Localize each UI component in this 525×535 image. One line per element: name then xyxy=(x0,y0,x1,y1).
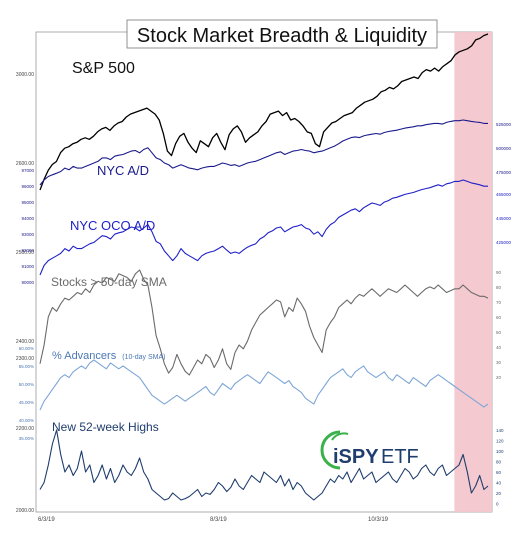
left-small-tick-label: 91000 xyxy=(21,264,34,269)
right-axis-tick-label: 30 xyxy=(496,360,502,365)
x-axis: 6/3/19 8/3/19 10/3/19 xyxy=(38,517,389,523)
left-small-tick-label: 94000 xyxy=(21,216,34,221)
series-label-pct-adv-main: % Advancers xyxy=(52,350,117,362)
series-line-4 xyxy=(39,359,489,411)
right-axis-tick-label: 120 xyxy=(496,439,504,444)
logo-text-primary: iSPY xyxy=(333,446,379,468)
series-line-1 xyxy=(39,119,488,186)
series-line-0 xyxy=(39,33,489,191)
logo-swoosh-icon xyxy=(320,430,341,470)
logo-text-secondary: ETF xyxy=(381,446,419,468)
right-axis-tick-label: 425000 xyxy=(496,240,512,245)
left-axis-tick-label: 2200.00 xyxy=(16,426,34,432)
right-axis-tick-label: 525000 xyxy=(496,122,512,127)
left-small-tick-label: 96000 xyxy=(21,184,34,189)
x-axis-tick-label: 10/3/19 xyxy=(368,517,389,523)
left-small-tick-label: 60.00% xyxy=(19,346,34,351)
left-axis-tick-label: 2000.00 xyxy=(16,508,34,514)
left-axis-tick-label: 2300.00 xyxy=(16,356,34,362)
ispyetf-logo: iSPY ETF xyxy=(320,430,419,470)
series-layer xyxy=(39,33,489,501)
highlight-region xyxy=(454,32,492,512)
left-axis-tick-label: 2600.00 xyxy=(16,161,34,167)
right-axis-tick-label: 500000 xyxy=(496,146,512,151)
series-label-sma50: Stocks > 50-day SMA xyxy=(51,275,167,289)
right-axis-tick-label: 70 xyxy=(496,300,502,305)
right-axis-tick-label: 90 xyxy=(496,270,502,275)
plot-frame xyxy=(35,31,493,513)
x-axis-tick-label: 8/3/19 xyxy=(210,517,227,523)
right-axis-tick-label: 40 xyxy=(496,481,502,486)
title-box xyxy=(126,19,438,49)
right-axis-tick-label: 475000 xyxy=(496,170,512,175)
left-small-axis: 97000 96000 95000 94000 93000 92000 91000 90000… xyxy=(19,168,35,441)
series-line-3 xyxy=(39,269,489,376)
series-label-pct-adv-suffix: (10-day SMA) xyxy=(122,354,165,361)
right-axis-tick-label: 80 xyxy=(496,285,502,290)
right-axis-tick-label: 40 xyxy=(496,345,502,350)
right-axis-tick-label: 20 xyxy=(496,375,502,380)
left-axis-tick-label: 3000.00 xyxy=(16,72,34,78)
left-small-tick-label: 45.00% xyxy=(19,400,34,405)
right-axis-tick-label: 60 xyxy=(496,315,502,320)
right-axis-tick-label: 100 xyxy=(496,449,504,454)
right-axis-tick-label: 50 xyxy=(496,330,502,335)
series-label-nyc-oco: NYC OCO A/D xyxy=(70,218,155,233)
left-small-tick-label: 93000 xyxy=(21,232,34,237)
logo-wave-icon xyxy=(331,432,349,441)
left-small-tick-label: 55.00% xyxy=(19,364,34,369)
left-small-tick-label: 92000 xyxy=(21,248,34,253)
right-axis-tick-label: 140 xyxy=(496,428,504,433)
right-axis-tick-label: 80 xyxy=(496,460,502,465)
left-small-tick-label: 90000 xyxy=(21,280,34,285)
right-axis-tick-label: 445000 xyxy=(496,216,512,221)
x-axis-tick-label: 6/3/19 xyxy=(38,517,55,523)
right-axis-tick-label: 60 xyxy=(496,470,502,475)
left-small-tick-label: 95000 xyxy=(21,200,34,205)
left-small-tick-label: 40.00% xyxy=(19,418,34,423)
right-axis-tick-label: 0 xyxy=(496,502,499,507)
right-axis-tick-label: 20 xyxy=(496,491,502,496)
left-small-tick-label: 35.00% xyxy=(19,436,34,441)
left-axis: 3000.00 2600.00 2500.00 2400.00 2300.00 2200.… xyxy=(16,72,34,514)
series-label-highs: New 52-week Highs xyxy=(52,420,159,434)
left-axis-tick-label: 2400.00 xyxy=(16,339,34,345)
left-small-tick-label: 50.00% xyxy=(19,382,34,387)
series-label-nyc-ad: NYC A/D xyxy=(97,163,149,178)
series-line-2 xyxy=(39,179,488,276)
series-line-5 xyxy=(39,429,489,501)
chart-title: Stock Market Breadth & Liquidity xyxy=(137,25,427,47)
right-axis: 525000 500000 475000 465000 445000 425000 90 80… xyxy=(496,122,512,507)
right-axis-tick-label: 465000 xyxy=(496,192,512,197)
left-axis-tick-label: 2500.00 xyxy=(16,250,34,256)
series-label-sp500: S&P 500 xyxy=(72,60,135,77)
series-label-pct-adv: % Advancers (10-day SMA) xyxy=(52,350,165,362)
left-small-tick-label: 97000 xyxy=(21,168,34,173)
